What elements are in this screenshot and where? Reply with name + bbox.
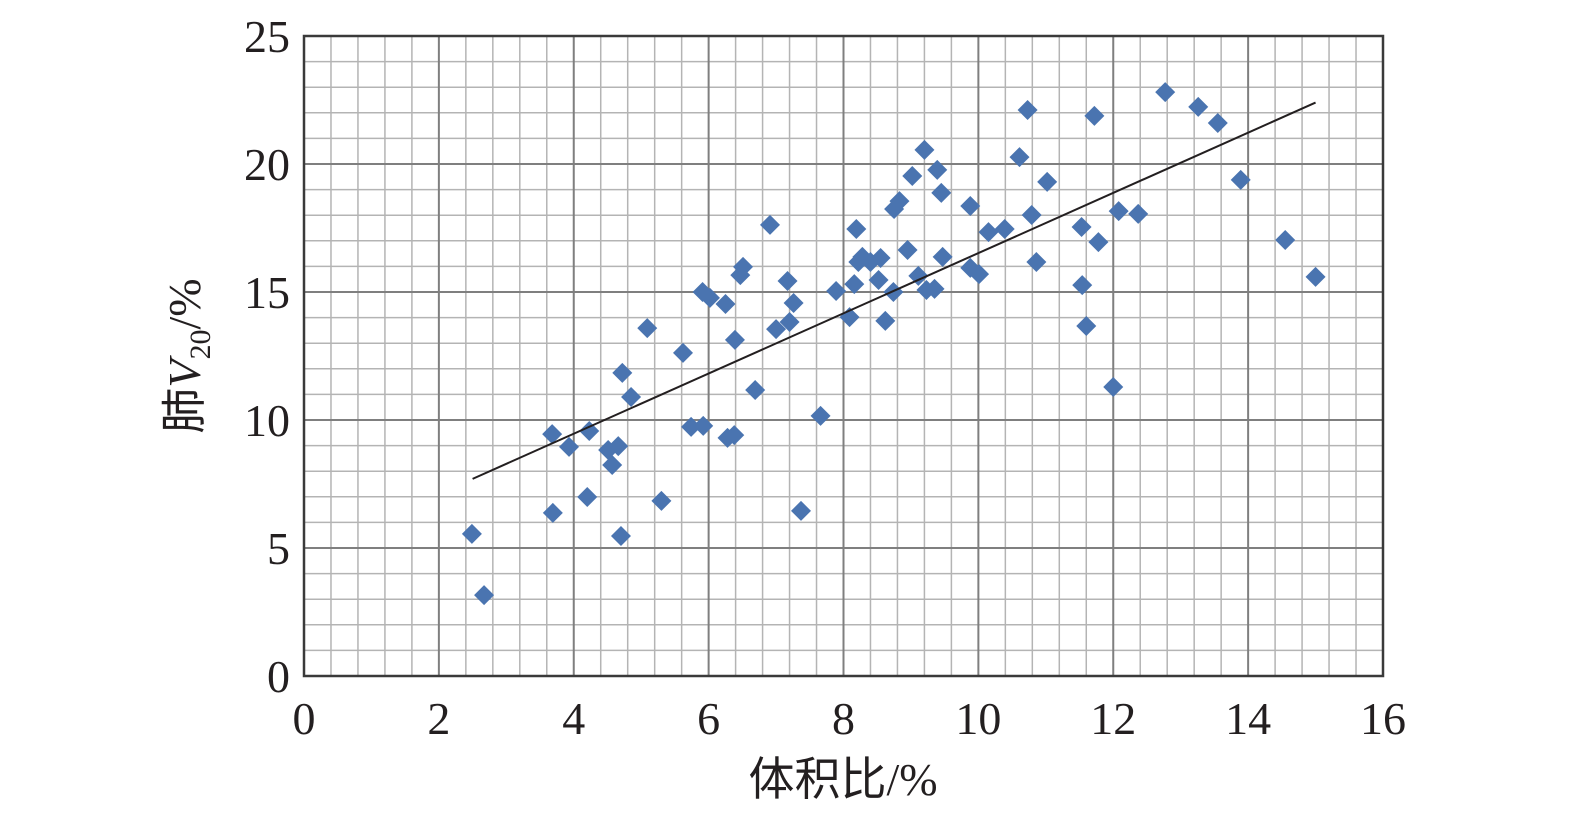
data-point: [783, 293, 804, 314]
data-point: [577, 487, 598, 508]
data-point: [766, 319, 787, 340]
data-point: [637, 318, 658, 339]
y-tick-label: 20: [244, 139, 290, 190]
data-point: [870, 247, 891, 268]
data-point: [1021, 204, 1042, 225]
data-point: [1026, 252, 1047, 273]
y-label-part: V: [159, 355, 210, 388]
data-point: [826, 280, 847, 301]
data-point: [1076, 316, 1097, 337]
data-point: [889, 191, 910, 212]
y-tick-label: 15: [244, 267, 290, 318]
data-point: [715, 294, 736, 315]
x-tick-label: 4: [562, 693, 585, 744]
x-tick-label: 10: [955, 693, 1001, 744]
y-tick-label: 10: [244, 395, 290, 446]
data-point: [608, 436, 629, 457]
data-point: [902, 166, 923, 187]
plot-frame: [302, 34, 1385, 678]
data-point: [777, 270, 798, 291]
data-point: [1017, 99, 1038, 120]
data-point: [927, 159, 948, 180]
data-point: [699, 287, 720, 308]
y-axis-label: 肺V20/%: [159, 278, 217, 433]
data-point: [960, 195, 981, 216]
x-tick-label: 0: [293, 693, 316, 744]
data-point: [791, 500, 812, 521]
data-point: [868, 269, 889, 290]
data-point: [681, 416, 702, 437]
x-axis-label: 体积比/%: [748, 754, 937, 805]
data-point: [779, 311, 800, 332]
data-point: [1071, 216, 1092, 237]
data-point: [1009, 147, 1030, 168]
trend-line: [472, 101, 1316, 480]
data-point: [1305, 266, 1326, 287]
data-point: [693, 415, 714, 436]
x-tick-label: 14: [1225, 693, 1271, 744]
data-point: [724, 425, 745, 446]
data-point: [1207, 113, 1228, 134]
data-point: [733, 256, 754, 277]
data-point: [1103, 376, 1124, 397]
data-point: [908, 265, 929, 286]
x-tick-label: 16: [1360, 693, 1406, 744]
data-point: [846, 219, 867, 240]
y-tick-label: 5: [267, 523, 290, 574]
y-label-part: 肺: [159, 388, 210, 434]
data-point: [651, 490, 672, 511]
x-tick-label: 2: [427, 693, 450, 744]
data-point: [931, 182, 952, 203]
data-point: [844, 274, 865, 295]
data-point: [932, 246, 953, 267]
data-point: [1108, 201, 1129, 222]
data-point: [1128, 203, 1149, 224]
data-point: [1084, 105, 1105, 126]
data-point: [610, 525, 631, 546]
data-point: [542, 424, 563, 445]
y-tick-label: 0: [267, 651, 290, 702]
data-point: [897, 240, 918, 261]
data-point: [612, 362, 633, 383]
data-point: [542, 502, 563, 523]
data-point: [621, 386, 642, 407]
data-point: [1155, 82, 1176, 103]
data-point: [745, 380, 766, 401]
data-point: [969, 264, 990, 285]
data-point: [810, 405, 831, 426]
data-point: [1072, 275, 1093, 296]
x-tick-label: 6: [697, 693, 720, 744]
data-point: [1088, 232, 1109, 253]
y-tick-label: 25: [244, 11, 290, 62]
data-point: [924, 278, 945, 299]
data-point: [914, 139, 935, 160]
data-point: [978, 222, 999, 243]
data-point: [759, 214, 780, 235]
y-label-part: 20: [184, 330, 217, 360]
data-point: [579, 421, 600, 442]
data-point: [1188, 96, 1209, 117]
data-point: [1275, 230, 1296, 251]
data-point: [672, 342, 693, 363]
x-tick-label: 8: [832, 693, 855, 744]
data-point: [994, 219, 1015, 240]
data-point: [724, 329, 745, 350]
data-point: [474, 585, 495, 606]
data-point: [602, 455, 623, 476]
data-point: [875, 310, 896, 331]
data-point: [1230, 169, 1251, 190]
x-tick-label: 12: [1090, 693, 1136, 744]
data-point: [559, 436, 580, 457]
data-point: [1037, 171, 1058, 192]
y-label-part: /%: [159, 278, 210, 329]
data-point: [461, 523, 482, 544]
